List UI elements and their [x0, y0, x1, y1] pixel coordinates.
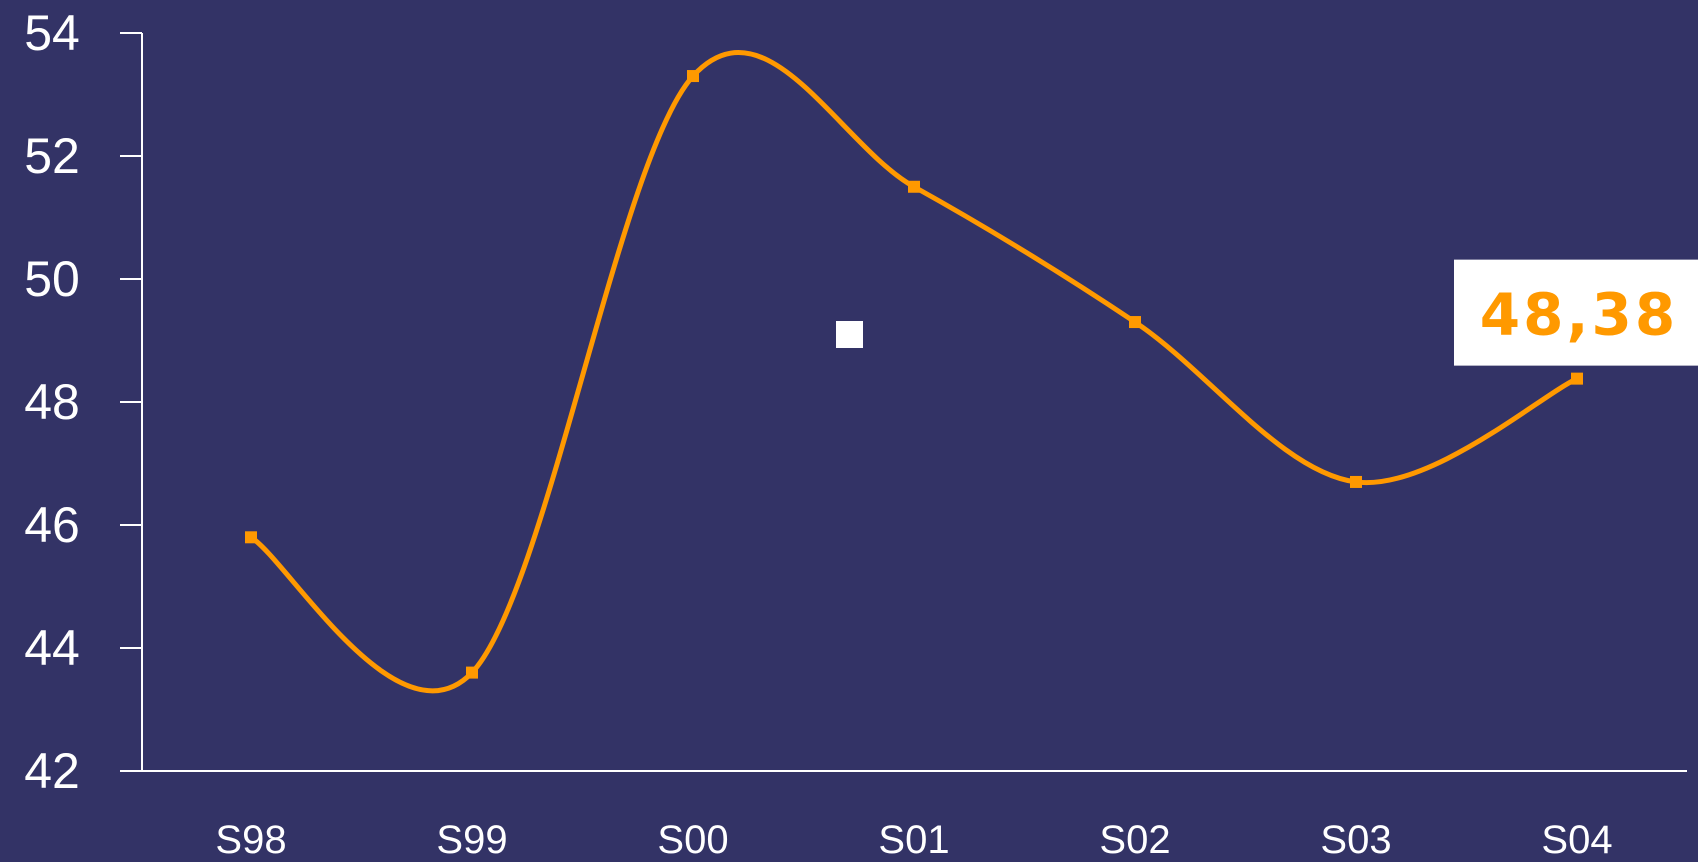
value-callout-label: 48,38	[1480, 281, 1678, 349]
y-tick-label: 46	[24, 497, 80, 553]
x-tick-label: S01	[878, 818, 949, 862]
data-point-marker	[1129, 316, 1141, 329]
stray-square-marker	[836, 321, 863, 348]
y-tick-label: 42	[24, 743, 80, 799]
y-tick-label: 54	[24, 5, 80, 61]
data-point-marker	[908, 180, 920, 193]
y-tick-label: 48	[24, 374, 80, 430]
y-tick-label: 50	[24, 251, 80, 307]
axes	[120, 33, 1687, 772]
data-point-marker	[1350, 475, 1362, 488]
x-tick-label: S04	[1541, 818, 1612, 862]
markers-layer	[245, 70, 1583, 679]
x-tick-label: S98	[215, 818, 286, 862]
series-layer	[248, 50, 1580, 694]
series-line	[248, 50, 1580, 694]
y-tick-label: 52	[24, 128, 80, 184]
x-tick-label: S00	[657, 818, 728, 862]
x-tick-label: S03	[1320, 818, 1391, 862]
value-callout-box	[1454, 259, 1698, 366]
data-point-marker	[466, 666, 478, 679]
tick-labels: 42 44 46 48 50 52 54 S98 S99 S00 S01 S02 S03 S04	[24, 5, 1612, 862]
data-point-marker	[245, 531, 257, 544]
y-tick-label: 44	[24, 620, 80, 676]
data-point-marker	[687, 70, 699, 83]
callout-layer: 48,38	[1454, 259, 1698, 366]
data-point-marker	[1571, 372, 1583, 385]
x-tick-label: S02	[1099, 818, 1170, 862]
x-tick-label: S99	[436, 818, 507, 862]
